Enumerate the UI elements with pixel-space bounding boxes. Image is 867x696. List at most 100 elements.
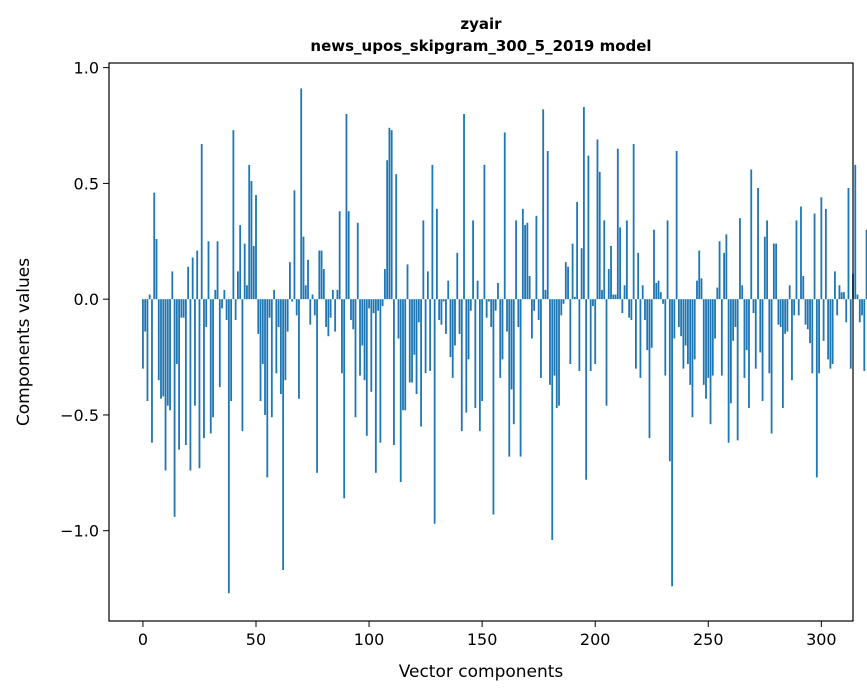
bar-184 <box>558 299 560 406</box>
bar-262 <box>734 299 737 327</box>
bar-138 <box>454 299 456 346</box>
bar-66 <box>291 299 294 302</box>
bar-39 <box>230 299 233 402</box>
bar-95 <box>356 222 359 300</box>
bar-20 <box>187 266 190 300</box>
bar-104 <box>377 299 380 311</box>
bar-92 <box>350 299 352 321</box>
bar-233 <box>668 299 671 462</box>
bar-70 <box>300 88 303 300</box>
bar-143 <box>465 299 468 413</box>
bar-109 <box>388 127 391 300</box>
x-tick-label-2: 100 <box>354 630 385 649</box>
bar-320 <box>865 229 867 300</box>
bar-90 <box>345 113 348 300</box>
bar-175 <box>537 299 540 321</box>
bar-211 <box>619 227 621 300</box>
bar-266 <box>743 299 746 378</box>
bar-221 <box>641 285 644 300</box>
bar-234 <box>671 299 673 587</box>
bar-110 <box>390 130 393 300</box>
bar-21 <box>189 299 192 471</box>
bar-228 <box>657 280 660 300</box>
bar-116 <box>404 299 407 411</box>
bar-84 <box>331 289 334 300</box>
bar-132 <box>440 299 443 325</box>
bar-145 <box>469 299 472 311</box>
bar-277 <box>768 299 771 374</box>
bar-12 <box>169 299 171 411</box>
bar-154 <box>490 299 493 327</box>
bar-182 <box>553 299 556 376</box>
bar-89 <box>343 299 346 499</box>
bar-229 <box>659 292 662 300</box>
bar-97 <box>361 299 364 346</box>
bar-281 <box>777 299 780 325</box>
bar-131 <box>438 299 441 321</box>
bar-199 <box>592 299 594 307</box>
y-tick-label-3: −0.5 <box>60 406 99 425</box>
bar-311 <box>845 299 848 323</box>
bar-319 <box>863 299 866 371</box>
bar-148 <box>476 280 479 300</box>
bar-41 <box>234 299 237 321</box>
bar-114 <box>399 299 402 483</box>
bar-186 <box>562 299 565 304</box>
bar-273 <box>759 299 762 353</box>
bar-178 <box>544 289 547 300</box>
bar-93 <box>352 299 355 330</box>
bar-24 <box>196 250 199 300</box>
bar-169 <box>524 225 526 300</box>
bar-192 <box>576 201 579 300</box>
bar-134 <box>445 299 447 334</box>
bar-306 <box>834 271 836 300</box>
bar-201 <box>596 139 599 300</box>
bar-260 <box>729 299 732 404</box>
bar-27 <box>203 299 205 439</box>
bar-74 <box>309 299 312 325</box>
bar-45 <box>243 243 246 300</box>
bar-259 <box>727 299 730 443</box>
bar-32 <box>214 289 217 300</box>
bar-31 <box>212 299 214 418</box>
y-tick-label-2: 0.0 <box>74 290 99 309</box>
bar-202 <box>598 171 601 300</box>
bar-301 <box>822 299 825 341</box>
bar-279 <box>772 243 775 300</box>
y-tick-label-1: 0.5 <box>74 174 99 193</box>
x-tick-label-5: 250 <box>693 630 724 649</box>
bar-119 <box>411 299 413 383</box>
bar-247 <box>700 278 703 300</box>
bar-23 <box>194 299 196 406</box>
bar-295 <box>809 299 811 344</box>
bar-264 <box>739 218 741 300</box>
bar-123 <box>420 299 422 427</box>
bar-25 <box>198 299 201 469</box>
bar-174 <box>535 215 538 300</box>
bar-232 <box>666 220 669 300</box>
bar-105 <box>379 299 382 443</box>
bar-303 <box>827 299 830 360</box>
bar-292 <box>802 276 805 300</box>
bar-133 <box>442 299 445 302</box>
bar-176 <box>540 299 542 378</box>
x-tick-label-3: 150 <box>467 630 498 649</box>
bar-2 <box>146 299 149 402</box>
bar-227 <box>655 282 658 300</box>
x-axis-ticks: 0 50 100 150 200 250 300 <box>138 621 837 649</box>
x-tick-label-0: 0 <box>138 630 148 649</box>
bar-216 <box>630 299 633 321</box>
bar-64 <box>286 299 289 332</box>
bar-308 <box>838 285 841 300</box>
bar-237 <box>677 299 680 327</box>
bar-239 <box>682 299 685 369</box>
bar-177 <box>542 109 545 300</box>
bar-102 <box>372 299 375 314</box>
bar-157 <box>497 282 499 300</box>
bar-288 <box>793 299 796 316</box>
bar-53 <box>261 299 264 364</box>
bar-257 <box>723 252 726 300</box>
bar-50 <box>255 194 257 300</box>
bar-72 <box>304 285 307 300</box>
bar-272 <box>757 188 759 300</box>
